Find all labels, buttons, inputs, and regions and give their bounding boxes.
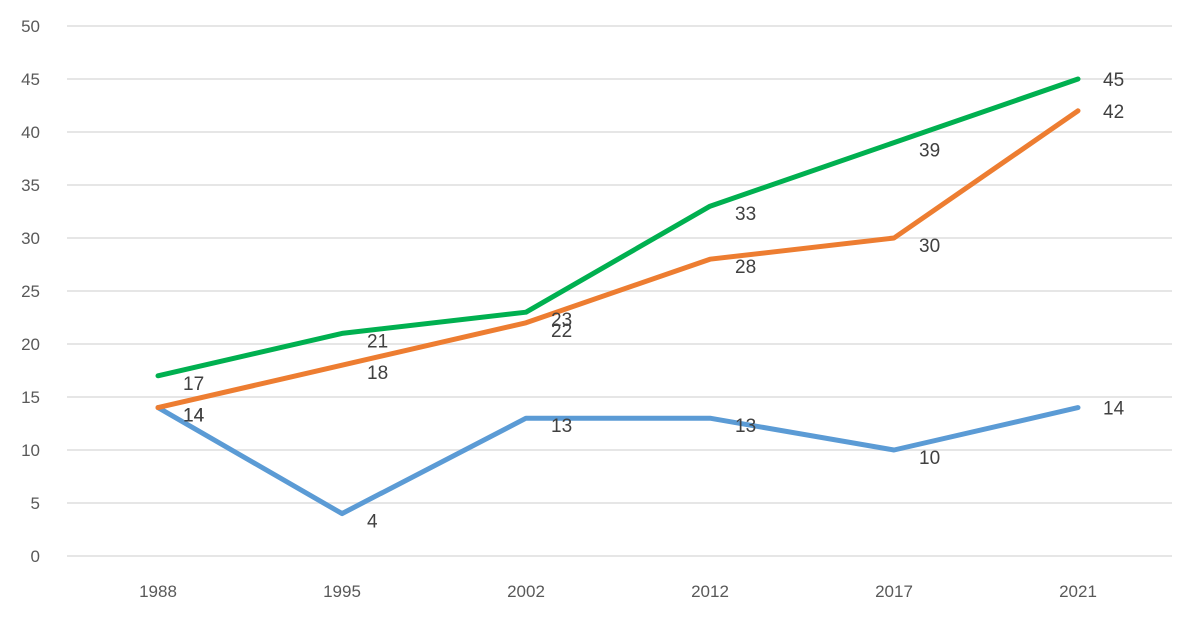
data-label-series-3: 17 (183, 374, 204, 395)
x-tick-label: 2021 (1059, 582, 1097, 601)
y-tick-label: 35 (21, 176, 40, 195)
y-tick-label: 40 (21, 123, 40, 142)
x-tick-label: 2017 (875, 582, 913, 601)
data-label-series-1: 13 (735, 416, 756, 437)
series-lines (155, 76, 1081, 517)
series-line-1 (155, 405, 1081, 517)
data-label-series-1: 14 (1103, 399, 1125, 420)
y-tick-label: 30 (21, 229, 40, 248)
data-label-series-2: 14 (183, 406, 205, 427)
data-label-series-2: 42 (1103, 102, 1124, 123)
y-axis-ticks: 0 5 10 15 20 25 30 35 40 45 50 (21, 17, 40, 566)
data-label-series-1: 10 (919, 448, 940, 469)
data-label-series-2: 18 (367, 363, 388, 384)
y-tick-label: 50 (21, 17, 40, 36)
y-tick-label: 45 (21, 70, 40, 89)
series-line-2 (155, 108, 1081, 411)
y-tick-label: 15 (21, 388, 40, 407)
x-tick-label: 2002 (507, 582, 545, 601)
y-tick-label: 20 (21, 335, 40, 354)
data-label-series-3: 21 (367, 331, 388, 352)
x-tick-label: 1988 (139, 582, 177, 601)
x-axis-ticks: 1988 1995 2002 2012 2017 2021 (139, 582, 1097, 601)
x-tick-label: 2012 (691, 582, 729, 601)
data-label-series-2: 22 (551, 321, 572, 342)
y-tick-label: 10 (21, 441, 40, 460)
data-label-series-3: 33 (735, 204, 756, 225)
data-label-series-2: 28 (735, 257, 756, 278)
data-label-series-1: 4 (367, 512, 378, 533)
data-label-series-3: 45 (1103, 70, 1124, 91)
y-tick-label: 0 (31, 547, 40, 566)
data-label-series-1: 13 (551, 416, 572, 437)
data-label-series-3: 39 (919, 141, 940, 162)
series-line-3 (155, 76, 1081, 379)
x-tick-label: 1995 (323, 582, 361, 601)
y-tick-label: 25 (21, 282, 40, 301)
y-tick-label: 5 (31, 494, 40, 513)
data-label-series-1: 14 (183, 406, 205, 427)
data-label-series-3: 23 (551, 310, 572, 331)
data-label-series-2: 30 (919, 236, 940, 257)
